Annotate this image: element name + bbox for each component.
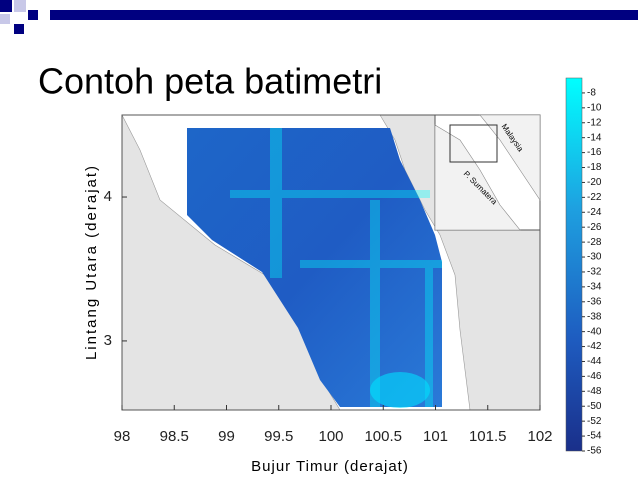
colorbar-tick-label: -26 — [587, 222, 602, 233]
colorbar-tick-label: -34 — [587, 282, 602, 293]
colorbar-tick-label: -28 — [587, 237, 602, 248]
colorbar-tick-label: -14 — [587, 132, 602, 143]
colorbar-tick-label: -30 — [587, 252, 602, 263]
colorbar-tick-label: -56 — [587, 446, 602, 457]
x-tick-label: 100 — [318, 428, 343, 445]
colorbar-tick-label: -44 — [587, 356, 602, 367]
colorbar-tick-label: -8 — [587, 88, 596, 99]
x-tick-label: 100.5 — [364, 428, 402, 445]
x-tick-label: 101 — [423, 428, 448, 445]
slide-title: Contoh peta batimetri — [38, 61, 382, 102]
colorbar — [565, 77, 583, 452]
x-tick-label: 102 — [527, 428, 552, 445]
colorbar-tick-label: -46 — [587, 371, 602, 382]
colorbar-tick-label: -32 — [587, 267, 602, 278]
colorbar-tick-label: -52 — [587, 416, 602, 427]
colorbar-tick-label: -38 — [587, 311, 602, 322]
y-axis-label: Lintang Utara (derajat) — [83, 164, 100, 360]
colorbar-tick-label: -20 — [587, 177, 602, 188]
y-tick-label: 3 — [104, 332, 112, 349]
inset-map: Malaysia P. Sumatera — [434, 114, 541, 231]
colorbar-tick-label: -42 — [587, 341, 602, 352]
colorbar-tick-label: -24 — [587, 207, 602, 218]
x-tick-label: 101.5 — [469, 428, 507, 445]
colorbar-tick-label: -12 — [587, 117, 602, 128]
slide-decoration — [0, 0, 638, 34]
x-tick-label: 98 — [114, 428, 131, 445]
colorbar-tick-label: -48 — [587, 386, 602, 397]
y-tick-label: 4 — [104, 188, 112, 205]
x-tick-label: 99 — [218, 428, 235, 445]
ticks: 98 98.5 99 99.5 100 100.5 101 101.5 102 3 4 -8 -10 -1… — [104, 88, 602, 457]
colorbar-tick-label: -18 — [587, 162, 602, 173]
colorbar-tick-label: -36 — [587, 296, 602, 307]
colorbar-tick-label: -10 — [587, 102, 602, 113]
colorbar-tick-label: -40 — [587, 326, 602, 337]
colorbar-tick-label: -50 — [587, 401, 602, 412]
x-tick-label: 98.5 — [160, 428, 189, 445]
colorbar-tick-label: -22 — [587, 192, 602, 203]
x-axis-label: Bujur Timur (derajat) — [251, 458, 409, 475]
x-tick-label: 99.5 — [264, 428, 293, 445]
colorbar-tick-label: -54 — [587, 431, 602, 442]
colorbar-tick-label: -16 — [587, 147, 602, 158]
